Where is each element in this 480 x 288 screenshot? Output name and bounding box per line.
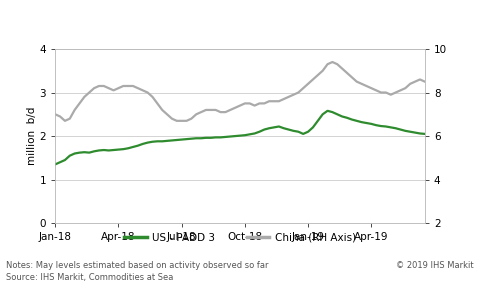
Text: © 2019 IHS Markit: © 2019 IHS Markit [396,261,474,270]
Text: Crude oil trade flows: US exports vs China's imports: Crude oil trade flows: US exports vs Chi… [6,18,372,31]
Text: Source: IHS Markit, Commodities at Sea: Source: IHS Markit, Commodities at Sea [6,273,174,282]
Text: Notes: May levels estimated based on activity observed so far: Notes: May levels estimated based on act… [6,261,269,270]
Legend: US - PADD 3, China (RH Axis): US - PADD 3, China (RH Axis) [120,228,360,247]
Y-axis label: million  b/d: million b/d [27,107,37,165]
